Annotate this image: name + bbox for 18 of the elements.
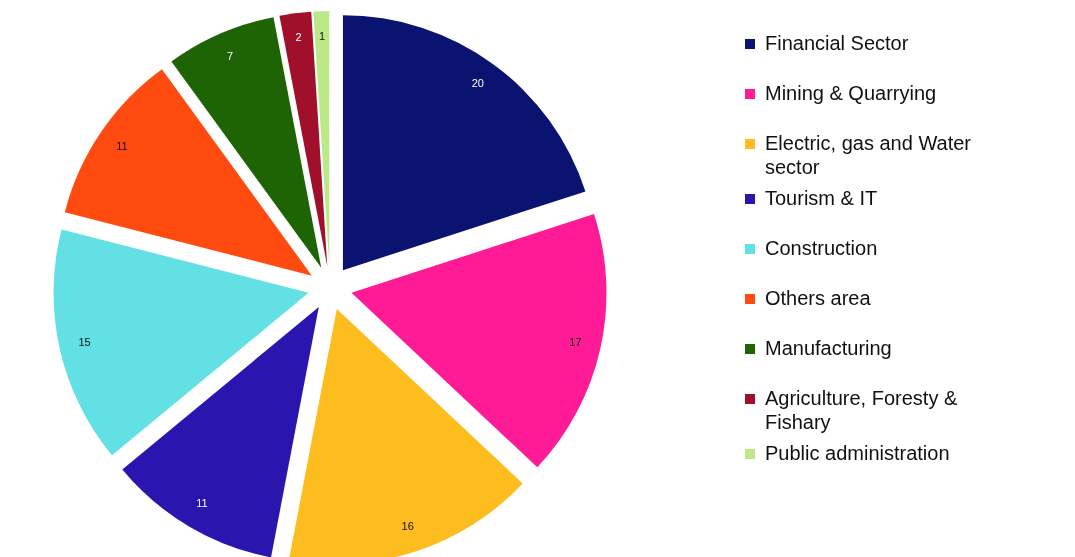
legend-label: Others area xyxy=(765,287,872,310)
data-label: 2 xyxy=(295,31,302,44)
legend-label: Financial Sector xyxy=(765,32,909,55)
legend-label: Electric, gas and Water sector xyxy=(765,132,972,179)
legend-label: Agriculture, Foresty & Fishary xyxy=(765,387,958,434)
data-label: 7 xyxy=(227,50,234,63)
data-label: 11 xyxy=(116,139,128,152)
data-label: 17 xyxy=(569,335,582,348)
data-label: 20 xyxy=(471,77,484,90)
data-label: 11 xyxy=(196,497,208,510)
legend-label: Tourism & IT xyxy=(765,187,878,210)
legend-label: Public administration xyxy=(765,442,950,465)
legend-label: Mining & Quarrying xyxy=(765,82,937,105)
data-label: 16 xyxy=(401,520,414,533)
data-label: 1 xyxy=(319,29,326,42)
legend-label: Manufacturing xyxy=(765,337,892,360)
data-label: 15 xyxy=(78,335,91,348)
legend-label: Construction xyxy=(765,237,878,260)
